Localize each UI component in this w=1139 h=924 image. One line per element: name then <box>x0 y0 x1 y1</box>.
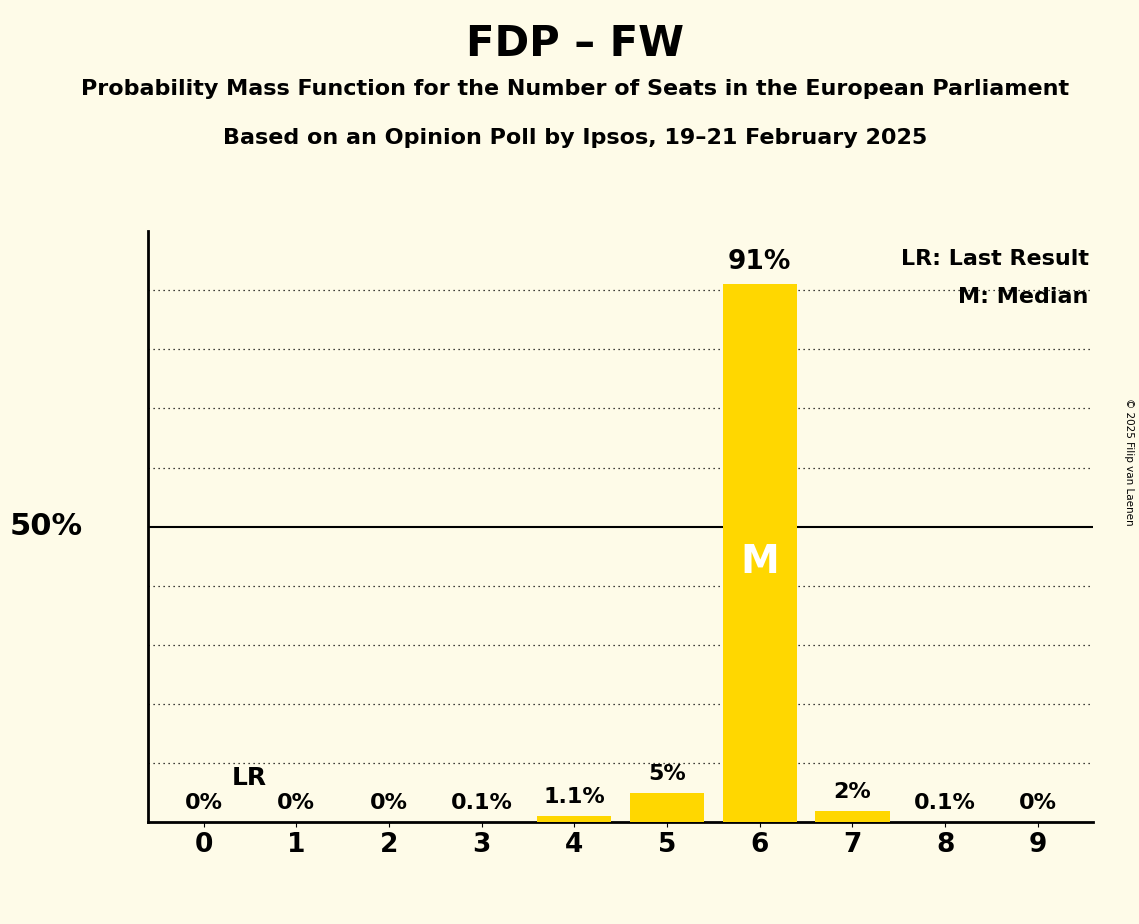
Text: 50%: 50% <box>10 512 83 541</box>
Bar <box>816 810 890 822</box>
Text: 91%: 91% <box>728 249 792 275</box>
Text: Based on an Opinion Poll by Ipsos, 19–21 February 2025: Based on an Opinion Poll by Ipsos, 19–21… <box>223 128 927 148</box>
Bar <box>723 285 797 822</box>
Text: 0%: 0% <box>1018 794 1057 813</box>
Bar <box>630 793 704 822</box>
Text: 1.1%: 1.1% <box>543 787 605 807</box>
Text: 0.1%: 0.1% <box>451 793 513 813</box>
Text: 0%: 0% <box>370 794 408 813</box>
Text: Probability Mass Function for the Number of Seats in the European Parliament: Probability Mass Function for the Number… <box>81 79 1070 99</box>
Text: M: Median: M: Median <box>958 287 1089 307</box>
Text: 0.1%: 0.1% <box>915 793 976 813</box>
Text: LR: Last Result: LR: Last Result <box>901 249 1089 269</box>
Text: M: M <box>740 543 779 581</box>
Text: FDP – FW: FDP – FW <box>466 23 685 65</box>
Text: 0%: 0% <box>278 794 316 813</box>
Bar <box>538 816 612 822</box>
Text: LR: LR <box>231 766 267 790</box>
Text: 2%: 2% <box>834 782 871 802</box>
Text: 0%: 0% <box>185 794 223 813</box>
Text: 5%: 5% <box>648 764 686 784</box>
Text: © 2025 Filip van Laenen: © 2025 Filip van Laenen <box>1124 398 1133 526</box>
